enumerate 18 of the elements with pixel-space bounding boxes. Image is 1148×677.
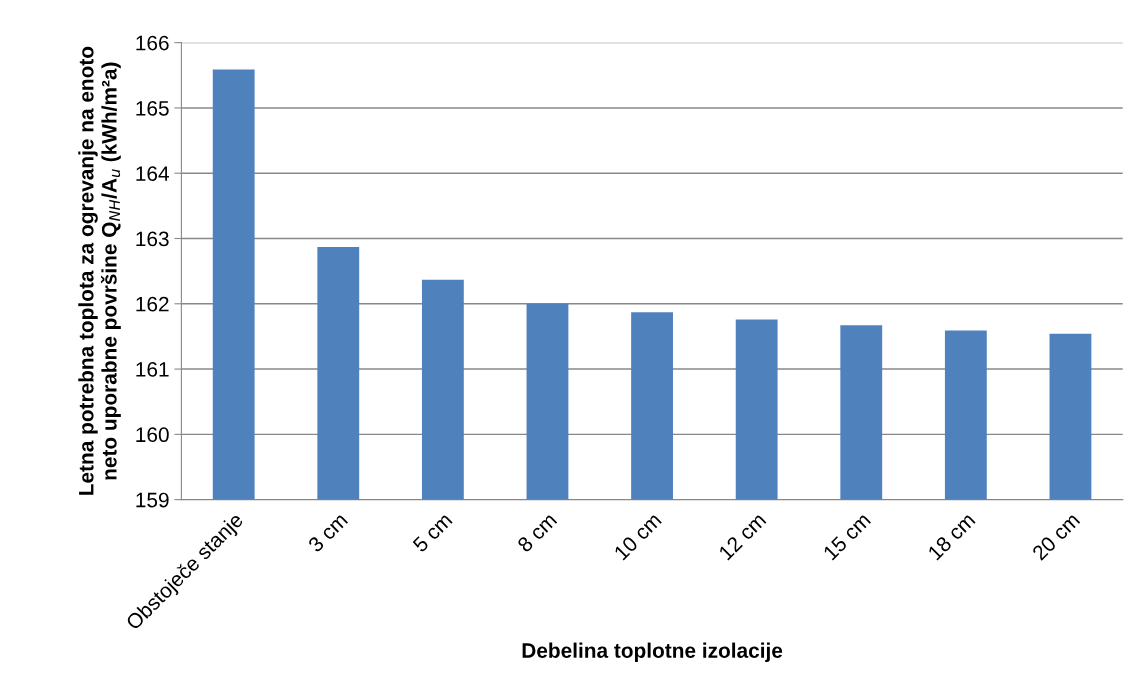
x-tick-label: 8 cm [516, 512, 558, 553]
y-tick-label: 161 [136, 362, 169, 377]
y-tick-label: 160 [136, 427, 169, 443]
x-tick-label: 10 cm [613, 512, 662, 561]
x-tick-label: 5 cm [412, 512, 453, 553]
y-tick-label: 164 [136, 166, 169, 181]
y-tick-label: 165 [136, 100, 169, 116]
y-axis-title: Letna potrebna toplota za ogrevanje na enoto neto uporabne površine Q$_{NH}$/A$_{u}$ (kWh/m²a) [78, 46, 121, 495]
x-tick-label: 12 cm [718, 512, 767, 561]
x-tick-label: 20 cm [1031, 512, 1081, 561]
y-tick-label: 159 [136, 492, 169, 508]
y-tick-label: 166 [136, 35, 169, 51]
y-tick-label: 163 [136, 231, 169, 247]
x-tick-label: 18 cm [927, 512, 976, 561]
x-tick-label: 3 cm [307, 512, 349, 553]
x-tick-label: 15 cm [822, 512, 872, 561]
x-axis-title: Debelina toplotne izolacije [522, 642, 783, 662]
y-tick-label: 162 [136, 296, 169, 312]
